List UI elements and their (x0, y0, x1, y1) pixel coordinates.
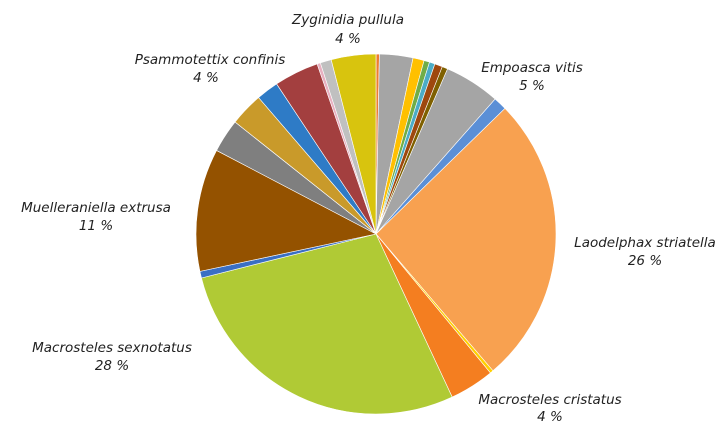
pie-slice (201, 233, 453, 415)
slice-label: Macrosteles cristatus (478, 392, 621, 408)
slice-value-label: 4 % (537, 409, 563, 423)
slice-label: Laodelphax striatella (574, 235, 716, 251)
slice-label: Macrosteles sexnotatus (32, 340, 192, 356)
pie-slice (375, 108, 557, 372)
pie-slice (330, 53, 377, 235)
slice-value-label: 4 % (193, 70, 219, 86)
slice-value-label: 26 % (628, 253, 662, 269)
slice-label: Zyginidia pullula (291, 12, 404, 28)
slice-label: Muelleraniella extrusa (21, 200, 171, 216)
pie-slice (195, 150, 377, 272)
slice-label: Empoasca vitis (481, 60, 583, 76)
slice-label: Psammotettix confinis (135, 52, 286, 68)
slice-value-label: 28 % (95, 358, 129, 374)
slice-value-label: 5 % (519, 78, 545, 94)
slice-value-label: 11 % (79, 218, 113, 234)
slice-value-label: 4 % (335, 31, 361, 47)
